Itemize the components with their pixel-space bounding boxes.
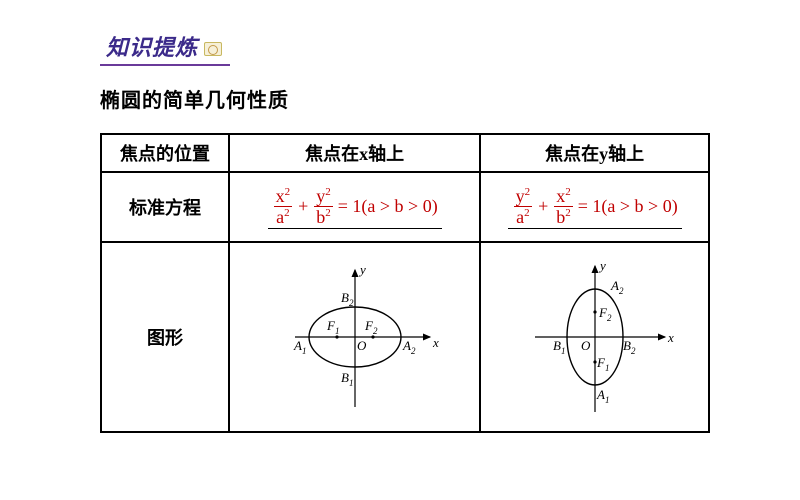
figure-x-axis: O x y A1 A2 B2 B1 F1 F2 xyxy=(229,242,480,432)
ellipse-x-diagram: O x y A1 A2 B2 B1 F1 F2 xyxy=(245,252,465,422)
svg-text:A1: A1 xyxy=(293,338,306,356)
svg-text:A1: A1 xyxy=(596,387,609,405)
svg-text:O: O xyxy=(581,338,591,353)
svg-text:F2: F2 xyxy=(598,305,612,323)
svg-text:F1: F1 xyxy=(596,355,609,373)
header-focus-position: 焦点的位置 xyxy=(101,134,229,172)
svg-text:F1: F1 xyxy=(326,318,339,336)
badge-text: 知识提炼 xyxy=(106,35,198,60)
svg-text:B2: B2 xyxy=(623,338,636,356)
svg-text:x: x xyxy=(432,335,439,350)
svg-text:F2: F2 xyxy=(364,318,378,336)
equation-y-axis: y2a2 + x2b2 = 1(a > b > 0) xyxy=(480,172,709,242)
ellipse-equation-x: x2a2 + y2b2 = 1(a > b > 0) xyxy=(268,187,442,229)
book-icon xyxy=(204,42,222,56)
svg-text:O: O xyxy=(357,338,367,353)
knowledge-badge: 知识提炼 xyxy=(100,30,230,66)
section-title: 椭圆的简单几何性质 xyxy=(100,84,710,113)
svg-text:B1: B1 xyxy=(553,338,565,356)
table-header-row: 焦点的位置 焦点在x轴上 焦点在y轴上 xyxy=(101,134,709,172)
figure-row: 图形 O x y A1 A2 B2 B1 F1 xyxy=(101,242,709,432)
ellipse-equation-y: y2a2 + x2b2 = 1(a > b > 0) xyxy=(508,187,682,229)
svg-text:y: y xyxy=(598,258,606,273)
svg-text:B2: B2 xyxy=(341,290,354,308)
svg-text:x: x xyxy=(667,330,674,345)
svg-text:y: y xyxy=(358,262,366,277)
equation-row: 标准方程 x2a2 + y2b2 = 1(a > b > 0) y2a2 + x… xyxy=(101,172,709,242)
properties-table: 焦点的位置 焦点在x轴上 焦点在y轴上 标准方程 x2a2 + y2b2 = 1… xyxy=(100,133,710,433)
row-label-figure: 图形 xyxy=(101,242,229,432)
header-focus-x: 焦点在x轴上 xyxy=(229,134,480,172)
header-focus-y: 焦点在y轴上 xyxy=(480,134,709,172)
equation-x-axis: x2a2 + y2b2 = 1(a > b > 0) xyxy=(229,172,480,242)
row-label-equation: 标准方程 xyxy=(101,172,229,242)
ellipse-y-diagram: O x y A2 A1 B1 B2 F2 F1 xyxy=(495,252,695,422)
svg-text:B1: B1 xyxy=(341,370,353,388)
svg-text:A2: A2 xyxy=(610,278,624,296)
svg-text:A2: A2 xyxy=(402,338,416,356)
figure-y-axis: O x y A2 A1 B1 B2 F2 F1 xyxy=(480,242,709,432)
